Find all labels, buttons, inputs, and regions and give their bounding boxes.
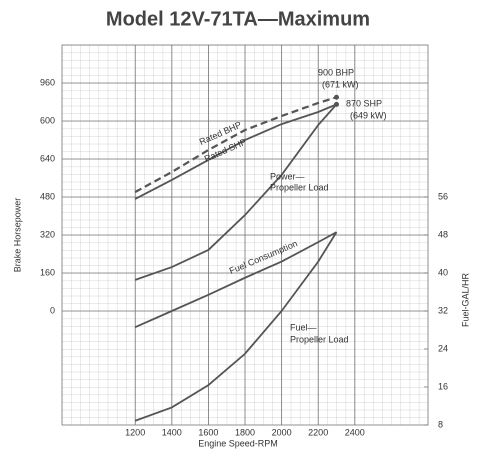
series-line <box>134 231 338 422</box>
y-tick-label: 960 <box>40 77 55 87</box>
series-line <box>134 103 337 200</box>
series-line <box>134 231 337 328</box>
y2-tick-label: 24 <box>438 343 448 353</box>
y-tick-label: 600 <box>40 115 55 125</box>
y2-tick-label: 40 <box>438 267 448 277</box>
y-axis-title: Brake Horsepower <box>12 198 22 273</box>
y2-axis-title: Fuel-GAL/HR <box>460 272 470 327</box>
series-label: Power— <box>270 171 305 181</box>
y2-tick-label: 48 <box>438 229 448 239</box>
annotation: 870 SHP <box>346 98 382 108</box>
x-tick-label: 2000 <box>272 427 292 437</box>
annotation: (671 kW) <box>322 79 359 89</box>
x-tick-label: 1400 <box>162 427 182 437</box>
annotation: (649 kW) <box>350 110 387 120</box>
x-tick-label: 2200 <box>308 427 328 437</box>
end-point <box>334 94 339 100</box>
series-line <box>134 103 338 281</box>
x-tick-label: 1600 <box>198 427 218 437</box>
x-axis-title: Engine Speed-RPM <box>198 438 278 448</box>
series-line <box>134 96 337 193</box>
y-tick-label: 320 <box>40 229 55 239</box>
y-tick-label: 0 <box>50 305 55 315</box>
y2-tick-label: 56 <box>438 191 448 201</box>
x-tick-label: 2400 <box>345 427 365 437</box>
annotation: 900 BHP <box>318 67 354 77</box>
y-tick-label: 640 <box>40 153 55 163</box>
series-label: Propeller Load <box>290 334 349 344</box>
series-label: Fuel— <box>290 322 317 332</box>
y2-tick-label: 16 <box>438 381 448 391</box>
series-label: Propeller Load <box>270 182 329 192</box>
x-tick-label: 1200 <box>125 427 145 437</box>
x-tick-label: 1800 <box>235 427 255 437</box>
y-tick-label: 480 <box>40 191 55 201</box>
y2-tick-label: 8 <box>438 419 443 429</box>
y2-tick-label: 32 <box>438 305 448 315</box>
chart-title: Model 12V-71TA—Maximum <box>106 8 370 30</box>
y-tick-label: 160 <box>40 267 55 277</box>
